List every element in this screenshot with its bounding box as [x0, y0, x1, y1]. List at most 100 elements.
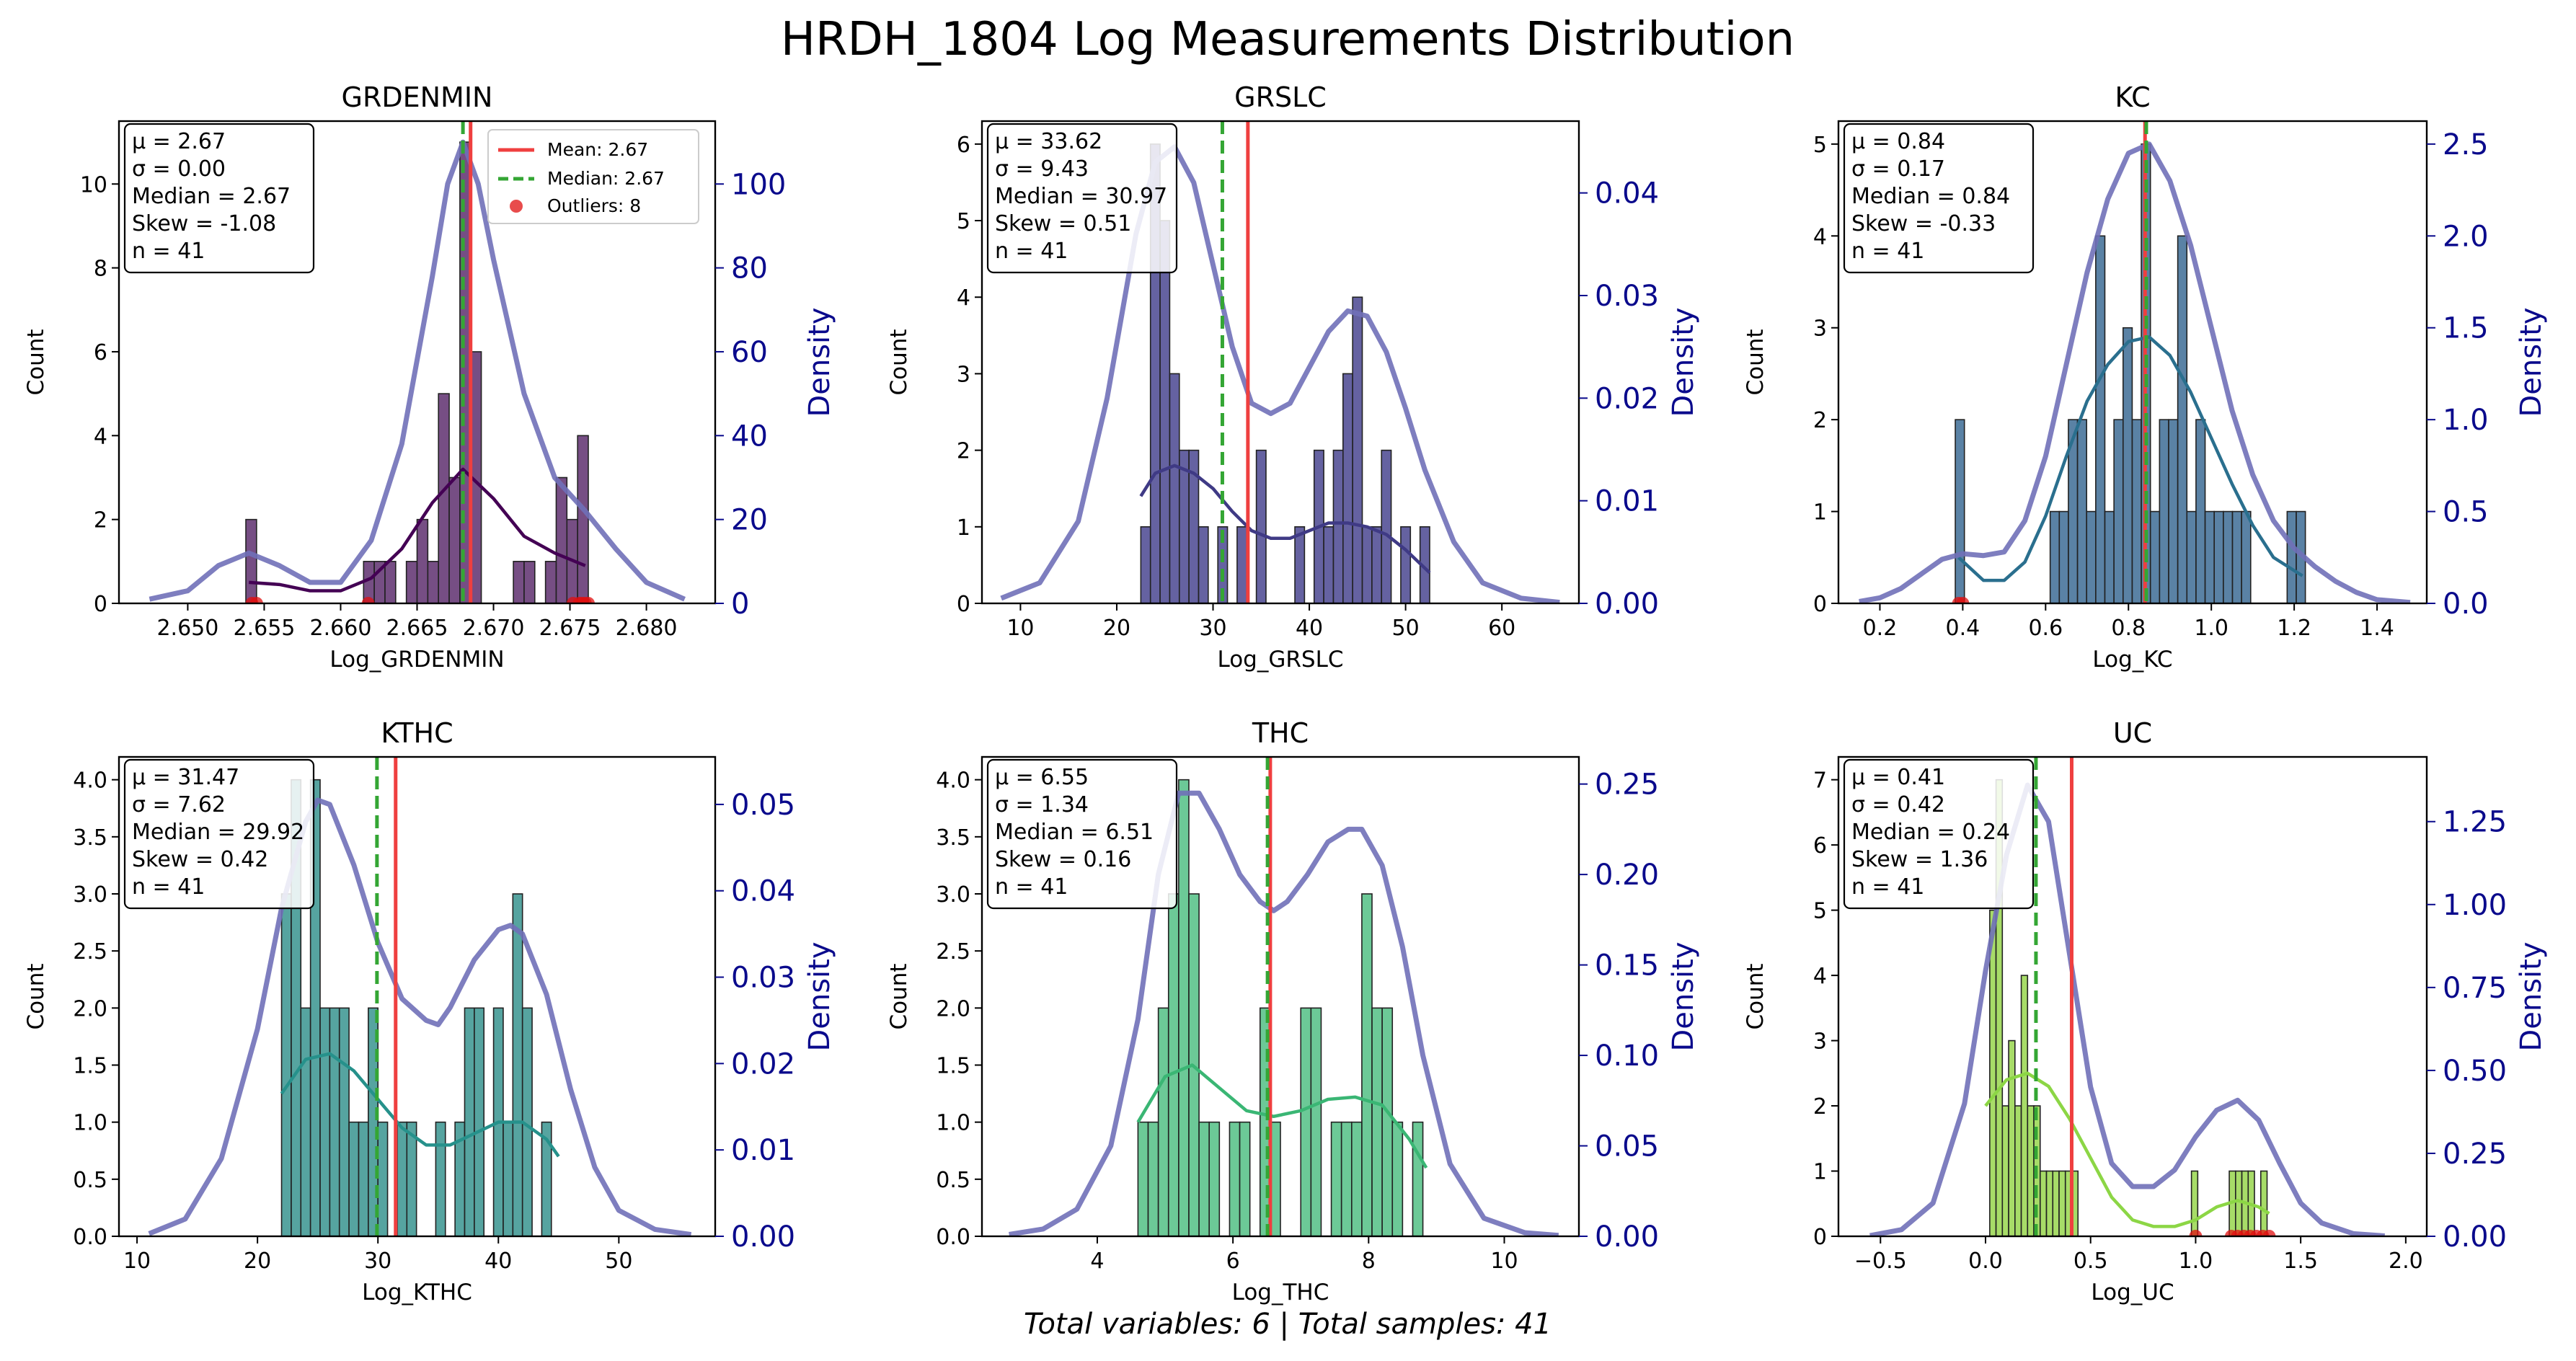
y2-tick-label: 80: [731, 252, 768, 285]
histogram-bar: [358, 1121, 369, 1236]
stats-line: μ = 0.41: [1851, 765, 1945, 790]
y-axis-label: Count: [23, 329, 49, 395]
x-tick-label: 40: [1296, 616, 1323, 641]
x-tick-label: 8: [1362, 1249, 1376, 1274]
x-tick-label: 1.2: [2277, 616, 2311, 641]
plot-frame: [1837, 120, 2428, 605]
histogram-bar: [2076, 419, 2088, 603]
histogram-bar: [1350, 1121, 1363, 1236]
histogram-bar: [2190, 1170, 2199, 1236]
stats-line: n = 41: [132, 874, 205, 900]
y2-axis-label: Density: [1667, 307, 1700, 417]
y-tick-label: 5: [1813, 899, 1827, 924]
plot-area: [148, 757, 692, 1236]
x-tick-label: 0.8: [2111, 616, 2146, 641]
y2-tick-label: 0.03: [1595, 280, 1659, 313]
y2-axis-label: Density: [2515, 941, 2548, 1051]
stats-line: μ = 6.55: [995, 765, 1089, 790]
subplot-title: KTHC: [381, 717, 453, 749]
outlier-point: [2262, 1230, 2276, 1236]
y-tick-label: 5: [1813, 133, 1827, 158]
subplot-grdenmin: 2.650 2.655 2.660 2.665 2.670 2.675 2.680 0 2 4 6 8…: [23, 81, 836, 673]
stats-line: n = 41: [1851, 874, 1924, 900]
x-tick-label: −0.5: [1854, 1249, 1907, 1274]
histogram-bar: [2122, 327, 2133, 603]
outlier-point: [2189, 1230, 2203, 1236]
y-axis-label: Count: [886, 329, 912, 395]
histogram-bar: [2058, 510, 2069, 603]
y-tick-label: 1.0: [73, 1111, 107, 1136]
y2-tick-label: 1.5: [2443, 312, 2489, 345]
histogram-bar: [2177, 235, 2188, 603]
histogram-bar: [1167, 893, 1179, 1236]
histogram-bar: [1178, 779, 1190, 1236]
histogram-bar: [1239, 1121, 1251, 1236]
stats-line: σ = 9.43: [995, 156, 1089, 182]
x-tick-label: 10: [1490, 1249, 1518, 1274]
stats-line: n = 41: [132, 239, 205, 264]
x-tick-label: 2.660: [310, 616, 372, 641]
x-tick-label: 0.5: [2073, 1249, 2108, 1274]
y2-tick-label: 0.02: [731, 1047, 795, 1081]
histogram-bar: [2045, 1170, 2054, 1236]
x-tick-label: 0.6: [2028, 616, 2063, 641]
stats-line: σ = 0.17: [1851, 156, 1945, 182]
y-tick-label: 2: [1813, 408, 1827, 433]
histogram-bar: [2286, 510, 2297, 603]
outlier-point: [249, 597, 263, 603]
histogram-bar: [2168, 419, 2179, 603]
histogram-bar: [503, 1121, 514, 1236]
histogram-bar: [438, 393, 450, 603]
histogram-bar: [1147, 1121, 1159, 1236]
legend-outlier-swatch: [510, 200, 523, 213]
y2-tick-label: 0.04: [1595, 177, 1659, 210]
histogram-bar: [2058, 1170, 2066, 1236]
y2-tick-label: 0.0: [2443, 588, 2489, 621]
x-axis-label: Log_KC: [2092, 647, 2172, 673]
plot-frame: [981, 120, 1580, 605]
y-tick-label: 0: [1813, 1225, 1827, 1250]
x-tick-label: 1.4: [2360, 616, 2394, 641]
y2-tick-label: 0.75: [2443, 972, 2507, 1005]
y-axis-label: Count: [1743, 329, 1769, 395]
x-axis-label: Log_KTHC: [362, 1280, 472, 1305]
x-tick-label: 2.0: [2389, 1249, 2423, 1274]
histogram-bar: [1323, 526, 1335, 603]
y2-tick-label: 0.01: [1595, 485, 1659, 518]
stats-line: n = 41: [995, 239, 1068, 264]
stats-line: μ = 0.84: [1851, 129, 1945, 154]
y-tick-label: 0.0: [73, 1225, 107, 1250]
y-tick-label: 1.5: [73, 1054, 107, 1079]
y2-tick-label: 0.05: [731, 789, 795, 822]
outlier-point: [361, 597, 375, 603]
histogram-bar: [2027, 1105, 2035, 1236]
histogram-bar: [1989, 909, 1997, 1236]
histogram-bar: [2159, 419, 2169, 603]
histogram-bar: [2049, 510, 2061, 603]
histogram-bar: [406, 1121, 417, 1236]
y2-tick-label: 0.00: [1595, 588, 1659, 621]
y-tick-label: 6: [957, 133, 970, 158]
y2-tick-label: 0.25: [1595, 768, 1659, 802]
y-tick-label: 0.0: [936, 1225, 970, 1250]
histogram-bar: [448, 476, 461, 603]
x-axis-label: Log_GRDENMIN: [329, 647, 504, 673]
stats-box: [123, 123, 315, 274]
y2-tick-label: 0.00: [731, 1220, 795, 1254]
histogram-bar: [1412, 1121, 1424, 1236]
histogram-bar: [348, 1121, 360, 1236]
y-tick-label: 4.0: [73, 768, 107, 794]
y2-tick-label: 20: [731, 504, 768, 537]
y-tick-label: 4: [94, 424, 107, 449]
stats-line: Median = 0.24: [1851, 820, 2010, 845]
kde-count-line: [1136, 1063, 1428, 1169]
stats-line: Median = 2.67: [132, 184, 291, 209]
stats-line: Skew = -0.33: [1851, 211, 1996, 236]
kde-density-line: [1009, 790, 1559, 1236]
stats-line: μ = 33.62: [995, 129, 1102, 154]
histogram-bar: [245, 518, 257, 603]
y-tick-label: 3: [1813, 1029, 1827, 1055]
stats-line: μ = 2.67: [132, 129, 226, 154]
x-tick-label: 10: [123, 1249, 151, 1274]
histogram-bar: [1332, 449, 1344, 603]
